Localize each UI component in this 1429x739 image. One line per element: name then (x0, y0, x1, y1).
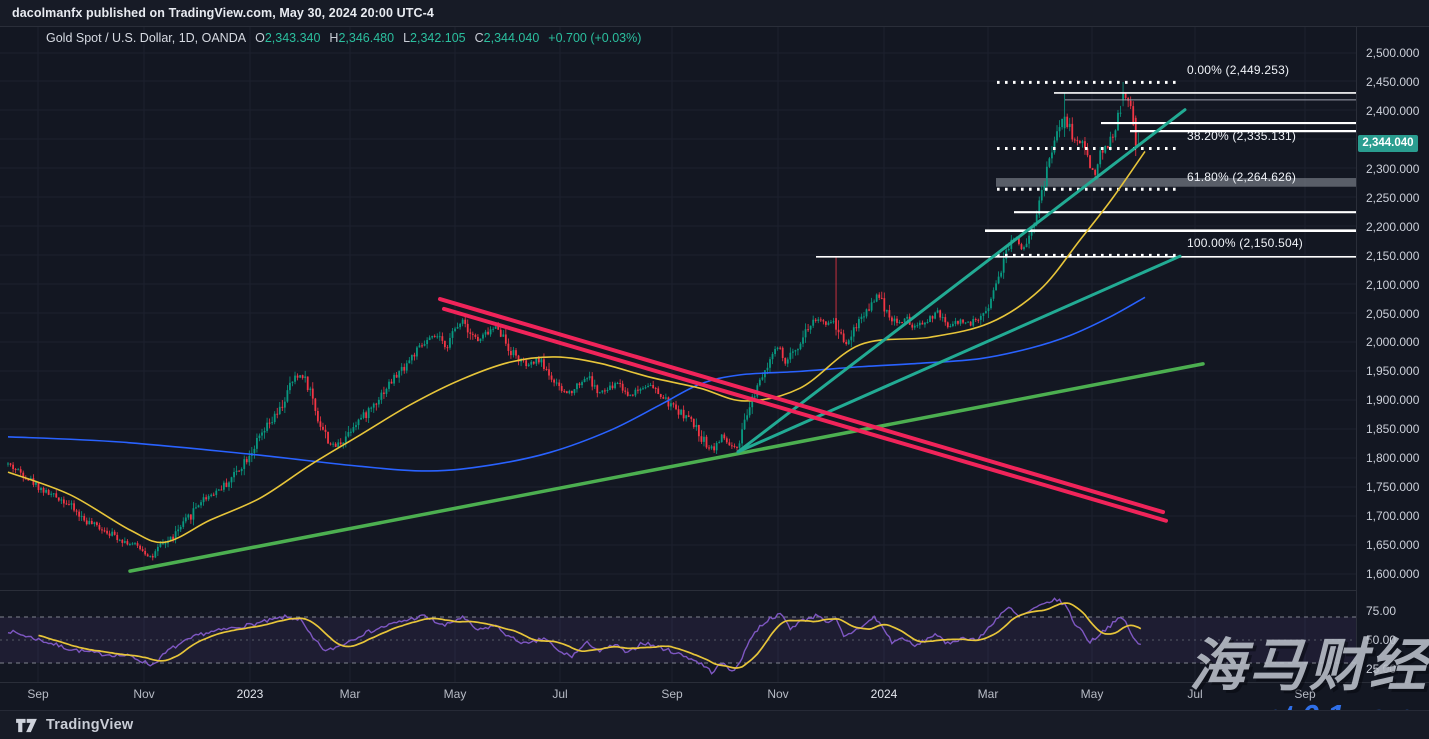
legend-ohlc-item: L2,342.105 (403, 31, 466, 45)
price-tick-label: 1,600.000 (1366, 567, 1420, 581)
price-tick-label: 1,950.000 (1366, 364, 1420, 379)
price-tick-label: 1,850.000 (1366, 422, 1420, 437)
price-tick-label: 2,100.000 (1366, 277, 1420, 292)
rsi-tick-label: 25.00 (1366, 661, 1397, 676)
time-tick-label: May (1080, 687, 1104, 701)
rsi-line (7, 597, 1141, 675)
legend-ohlc-item: O2,343.340 (255, 31, 321, 45)
price-tick-label: 1,900.000 (1366, 393, 1420, 408)
legend-change: +0.700 (+0.03%) (548, 31, 642, 45)
symbol-legend[interactable]: Gold Spot / U.S. Dollar, 1D, OANDA O2,34… (46, 31, 641, 45)
price-tick-label: 2,400.000 (1366, 103, 1420, 118)
price-tick-label: 2,450.000 (1366, 74, 1420, 89)
publisher-text: dacolmanfx published on TradingView.com,… (12, 6, 434, 20)
channel-red-lower (442, 306, 1168, 523)
price-tick-label: 2,200.000 (1366, 219, 1420, 234)
time-tick-label: Sep (661, 687, 683, 701)
time-tick-label: 2023 (236, 687, 264, 701)
fan-teal-upper (736, 108, 1187, 454)
price-tick-label: 2,050.000 (1366, 306, 1420, 321)
time-tick-label: Sep (1294, 687, 1316, 701)
attribution-bar: TradingView (0, 710, 1429, 739)
time-tick-label: Sep (27, 687, 49, 701)
price-tick-label: 1,700.000 (1366, 509, 1420, 524)
time-tick-label: Nov (767, 687, 789, 701)
fan-teal-lower (736, 254, 1182, 454)
support-green (128, 362, 1205, 573)
time-tick-label: 2024 (870, 687, 898, 701)
rsi-ma-line (38, 602, 1142, 669)
time-tick-label: Mar (977, 687, 999, 701)
time-tick-label: May (443, 687, 467, 701)
price-tick-label: 2,000.000 (1366, 335, 1420, 350)
price-tick-label: 1,650.000 (1366, 538, 1420, 553)
channel-red-upper (438, 297, 1165, 515)
brand-text[interactable]: TradingView (46, 717, 134, 733)
rsi-tick-label: 75.00 (1366, 604, 1397, 619)
watermark-cn: 海马财经 (1189, 634, 1429, 698)
legend-ohlc-item: H2,346.480 (329, 31, 395, 45)
legend-ohlc-item: C2,344.040 (474, 31, 540, 45)
time-tick-label: Jul (552, 687, 568, 701)
price-tick-label: 2,500.000 (1366, 46, 1420, 60)
price-tick-label: 2,300.000 (1366, 161, 1420, 176)
blue-ma (7, 296, 1146, 472)
price-tick-label: 1,750.000 (1366, 480, 1420, 495)
legend-ohlc: O2,343.340 H2,346.480 L2,342.105 C2,344.040 (255, 31, 539, 45)
yellow-ma (7, 150, 1146, 544)
price-tick-label: 2,150.000 (1366, 248, 1420, 263)
rsi-tick-label: 50.00 (1366, 633, 1397, 647)
time-tick-label: Jul (1187, 687, 1203, 701)
tradingview-logo-icon[interactable] (15, 717, 38, 734)
candlesticks (7, 81, 1142, 561)
time-tick-label: Nov (133, 687, 155, 701)
legend-symbol: Gold Spot / U.S. Dollar, 1D, OANDA (46, 31, 247, 45)
time-tick-label: Mar (339, 687, 361, 701)
price-tick-label: 1,800.000 (1366, 451, 1420, 466)
publisher-bar: dacolmanfx published on TradingView.com,… (0, 0, 1429, 26)
price-tick-label: 2,250.000 (1366, 190, 1420, 205)
